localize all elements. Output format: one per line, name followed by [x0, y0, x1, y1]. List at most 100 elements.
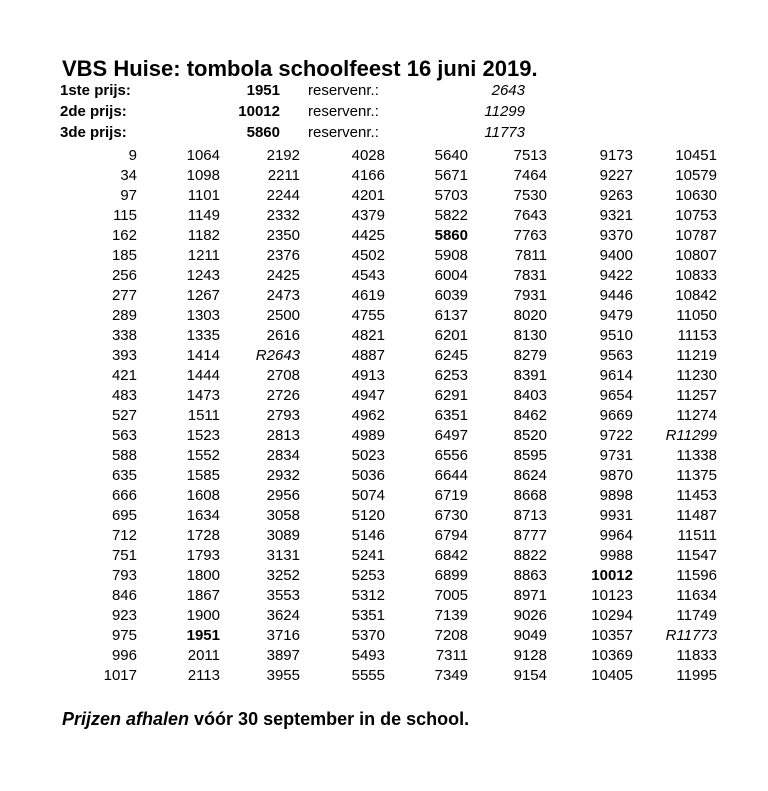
number-cell: 11050: [676, 307, 717, 324]
number-cell: 9422: [599, 267, 633, 284]
number-cell: 5703: [434, 187, 468, 204]
reserve-number: 11773: [484, 124, 525, 141]
number-row: 1017 2113 3955 5555 7349 9154 10405 11995: [60, 666, 720, 686]
prize-number: 5860: [246, 124, 280, 141]
number-cell: 2813: [266, 427, 300, 444]
number-cell: 277: [111, 287, 137, 304]
number-cell: 9931: [599, 507, 633, 524]
number-cell: 3131: [266, 547, 300, 564]
number-cell: 9988: [599, 547, 633, 564]
number-row: 846 1867 3553 5312 7005 8971 10123 11634: [60, 586, 720, 606]
number-cell: 1951: [186, 627, 220, 644]
number-cell: 421: [111, 367, 137, 384]
number-cell: 9370: [599, 227, 633, 244]
number-cell: 1473: [186, 387, 220, 404]
number-cell: 996: [111, 647, 137, 664]
number-cell: 34: [120, 167, 137, 184]
number-cell: 751: [111, 547, 137, 564]
number-cell: 9227: [599, 167, 633, 184]
prize-label: 1ste prijs:: [60, 82, 131, 99]
number-cell: 846: [111, 587, 137, 604]
number-cell: 8822: [513, 547, 547, 564]
number-cell: 7464: [513, 167, 547, 184]
prize-row-3: 3de prijs: 5860 reservenr.: 11773: [60, 123, 525, 143]
number-cell: 6644: [434, 467, 468, 484]
number-cell: 6497: [434, 427, 468, 444]
number-row: 256 1243 2425 4543 6004 7831 9422 10833: [60, 266, 720, 286]
page-title: VBS Huise: tombola schoolfeest 16 juni 2…: [62, 56, 538, 81]
reserve-label: reservenr.:: [308, 103, 379, 120]
number-cell: 11487: [676, 507, 717, 524]
number-cell: 6556: [434, 447, 468, 464]
number-cell: 10294: [591, 607, 633, 624]
number-cell: 7931: [513, 287, 547, 304]
number-cell: 5253: [351, 567, 385, 584]
number-row: 793 1800 3252 5253 6899 8863 10012 11596: [60, 566, 720, 586]
number-cell: 1267: [186, 287, 220, 304]
number-cell: 4543: [351, 267, 385, 284]
number-cell: 8020: [513, 307, 547, 324]
number-cell: 3955: [266, 667, 300, 684]
number-row: 975 1951 3716 5370 7208 9049 10357 R11773: [60, 626, 720, 646]
number-cell: 11219: [676, 347, 717, 364]
number-cell: 10369: [591, 647, 633, 664]
number-cell: 6351: [434, 407, 468, 424]
number-cell: 2211: [267, 167, 300, 184]
number-cell: 1793: [186, 547, 220, 564]
number-cell: 9479: [599, 307, 633, 324]
number-cell: 6842: [434, 547, 468, 564]
number-cell: 338: [111, 327, 137, 344]
number-cell: 9026: [513, 607, 547, 624]
number-cell: 975: [111, 627, 137, 644]
number-cell: 10807: [675, 247, 717, 264]
number-cell: 5555: [351, 667, 385, 684]
number-cell: 9049: [513, 627, 547, 644]
number-cell: 10357: [591, 627, 633, 644]
number-cell: 5370: [351, 627, 385, 644]
number-cell: 2332: [266, 207, 300, 224]
number-cell: 7831: [513, 267, 547, 284]
number-cell: 635: [111, 467, 137, 484]
number-cell: 6291: [434, 387, 468, 404]
number-cell: 11511: [677, 527, 718, 544]
number-cell: 7643: [513, 207, 547, 224]
number-cell: 7530: [513, 187, 547, 204]
number-cell: 2726: [266, 387, 300, 404]
number-cell: 2616: [266, 327, 300, 344]
number-cell: 695: [111, 507, 137, 524]
number-cell: 5860: [434, 227, 468, 244]
number-cell: 712: [111, 527, 137, 544]
number-cell: 5074: [351, 487, 385, 504]
number-row: 115 1149 2332 4379 5822 7643 9321 10753: [60, 206, 720, 226]
number-cell: 9654: [599, 387, 633, 404]
number-cell: 483: [111, 387, 137, 404]
number-row: 666 1608 2956 5074 6719 8668 9898 11453: [60, 486, 720, 506]
number-cell: 1017: [103, 667, 137, 684]
number-cell: 9722: [599, 427, 633, 444]
number-row: 527 1511 2793 4962 6351 8462 9669 11274: [60, 406, 720, 426]
number-cell: 10579: [675, 167, 717, 184]
footer-note: Prijzen afhalen vóór 30 september in de …: [62, 707, 469, 731]
number-cell: 9154: [513, 667, 547, 684]
number-cell: 10405: [591, 667, 633, 684]
number-cell: 4425: [351, 227, 385, 244]
number-cell: 9446: [599, 287, 633, 304]
number-cell: 6245: [434, 347, 468, 364]
number-cell: 2350: [266, 227, 300, 244]
number-cell: 5822: [434, 207, 468, 224]
number-cell: 2192: [266, 147, 300, 164]
number-cell: 5120: [351, 507, 385, 524]
number-cell: 2500: [266, 307, 300, 324]
reserve-number: 2643: [491, 82, 525, 99]
number-cell: 97: [120, 187, 137, 204]
number-cell: 7763: [513, 227, 547, 244]
number-cell: 10630: [675, 187, 717, 204]
number-cell: 8971: [513, 587, 547, 604]
number-cell: 11230: [676, 367, 717, 384]
number-row: 712 1728 3089 5146 6794 8777 9964 11511: [60, 526, 720, 546]
number-row: 277 1267 2473 4619 6039 7931 9446 10842: [60, 286, 720, 306]
number-cell: 6201: [434, 327, 468, 344]
number-row: 635 1585 2932 5036 6644 8624 9870 11375: [60, 466, 720, 486]
number-cell: 2011: [187, 647, 220, 664]
winning-numbers-grid: 9 1064 2192 4028 5640 7513 9173 10451 34 1098 2211…: [60, 146, 720, 686]
